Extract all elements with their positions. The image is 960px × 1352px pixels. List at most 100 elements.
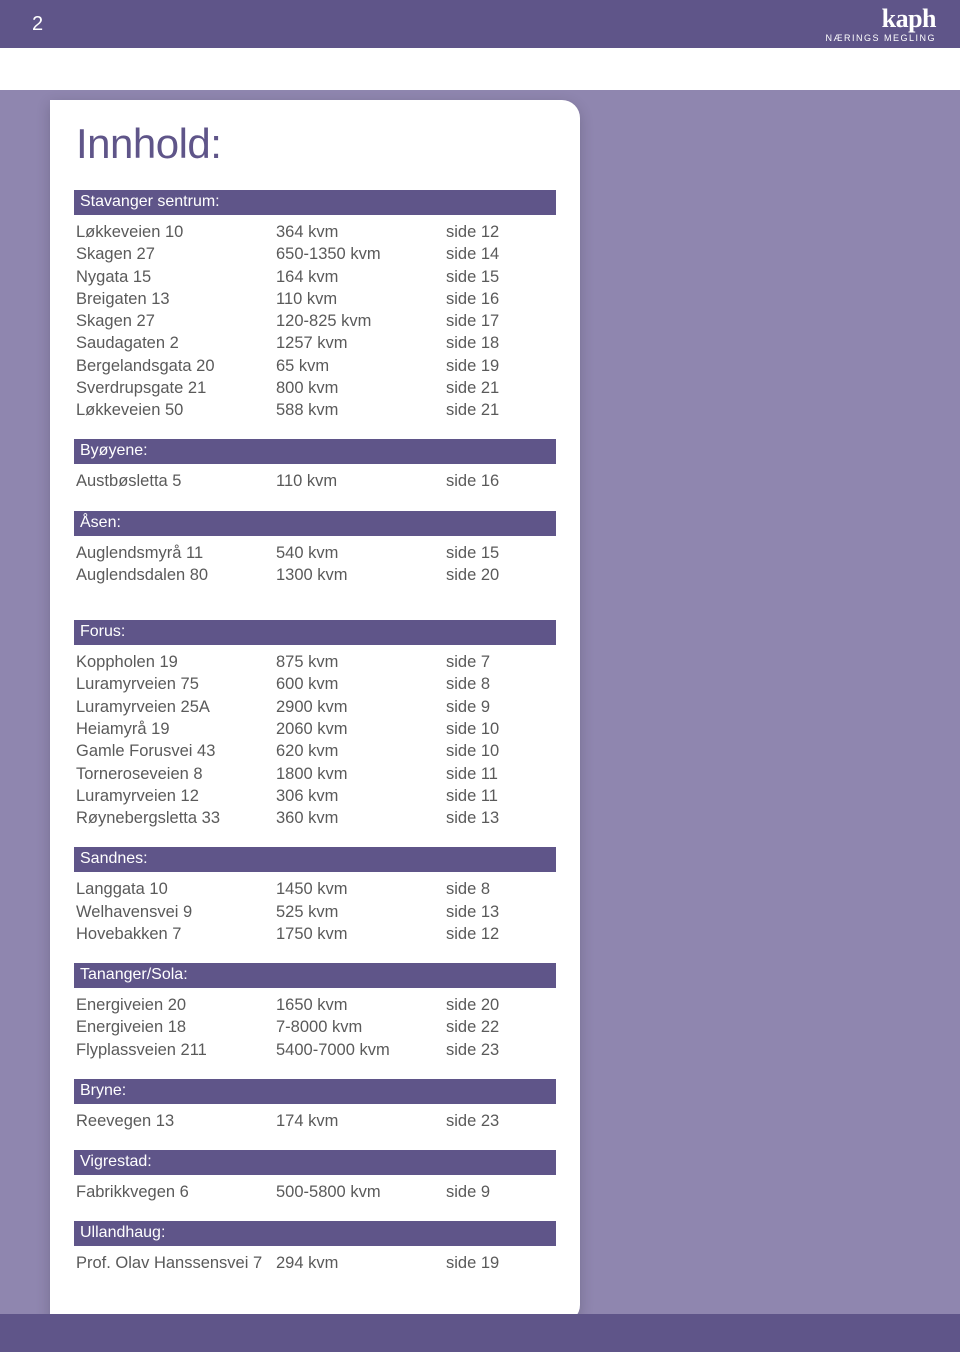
- table-row: Flyplassveien 2115400-7000 kvmside 23: [76, 1039, 556, 1061]
- section-table: Fabrikkvegen 6500-5800 kvmside 9: [76, 1181, 556, 1203]
- property-size: 306 kvm: [276, 785, 446, 807]
- property-page: side 15: [446, 266, 556, 288]
- property-size: 364 kvm: [276, 221, 446, 243]
- table-row: Skagen 27650-1350 kvmside 14: [76, 243, 556, 265]
- property-page: side 17: [446, 310, 556, 332]
- section-header: Byøyene:: [74, 439, 556, 464]
- property-name: Luramyrveien 12: [76, 785, 276, 807]
- table-row: Energiveien 187-8000 kvmside 22: [76, 1016, 556, 1038]
- property-size: 875 kvm: [276, 651, 446, 673]
- property-size: 2060 kvm: [276, 718, 446, 740]
- property-name: Løkkeveien 50: [76, 399, 276, 421]
- property-name: Skagen 27: [76, 243, 276, 265]
- property-name: Heiamyrå 19: [76, 718, 276, 740]
- property-size: 525 kvm: [276, 901, 446, 923]
- table-row: Breigaten 13110 kvmside 16: [76, 288, 556, 310]
- property-name: Auglendsdalen 80: [76, 564, 276, 586]
- section-table: Energiveien 201650 kvmside 20Energiveien…: [76, 994, 556, 1061]
- property-name: Torneroseveien 8: [76, 763, 276, 785]
- property-size: 1650 kvm: [276, 994, 446, 1016]
- section-table: Koppholen 19875 kvmside 7Luramyrveien 75…: [76, 651, 556, 829]
- table-row: Skagen 27120-825 kvmside 17: [76, 310, 556, 332]
- property-name: Luramyrveien 25A: [76, 696, 276, 718]
- property-name: Energiveien 18: [76, 1016, 276, 1038]
- property-size: 620 kvm: [276, 740, 446, 762]
- property-name: Langgata 10: [76, 878, 276, 900]
- property-page: side 19: [446, 355, 556, 377]
- property-name: Energiveien 20: [76, 994, 276, 1016]
- property-size: 588 kvm: [276, 399, 446, 421]
- table-row: Sverdrupsgate 21800 kvmside 21: [76, 377, 556, 399]
- property-name: Welhavensvei 9: [76, 901, 276, 923]
- property-size: 650-1350 kvm: [276, 243, 446, 265]
- table-row: Saudagaten 21257 kvmside 18: [76, 332, 556, 354]
- table-row: Langgata 101450 kvmside 8: [76, 878, 556, 900]
- property-size: 2900 kvm: [276, 696, 446, 718]
- section-table: Auglendsmyrå 11540 kvmside 15Auglendsdal…: [76, 542, 556, 587]
- page: 2 kaph NÆRINGS MEGLING Innhold: Stavange…: [0, 0, 960, 1352]
- page-title: Innhold:: [76, 120, 556, 168]
- property-name: Hovebakken 7: [76, 923, 276, 945]
- property-name: Røynebergsletta 33: [76, 807, 276, 829]
- property-size: 1300 kvm: [276, 564, 446, 586]
- table-row: Energiveien 201650 kvmside 20: [76, 994, 556, 1016]
- property-size: 174 kvm: [276, 1110, 446, 1132]
- property-page: side 20: [446, 564, 556, 586]
- property-page: side 8: [446, 878, 556, 900]
- property-name: Løkkeveien 10: [76, 221, 276, 243]
- property-page: side 21: [446, 399, 556, 421]
- section-header: Bryne:: [74, 1079, 556, 1104]
- property-name: Nygata 15: [76, 266, 276, 288]
- property-size: 1800 kvm: [276, 763, 446, 785]
- sections-container: Stavanger sentrum:Løkkeveien 10364 kvmsi…: [74, 190, 556, 1275]
- brand-tagline: NÆRINGS MEGLING: [825, 34, 936, 43]
- table-row: Auglendsmyrå 11540 kvmside 15: [76, 542, 556, 564]
- property-page: side 12: [446, 923, 556, 945]
- table-row: Nygata 15164 kvmside 15: [76, 266, 556, 288]
- property-size: 110 kvm: [276, 470, 446, 492]
- property-page: side 23: [446, 1039, 556, 1061]
- property-name: Reevegen 13: [76, 1110, 276, 1132]
- property-page: side 22: [446, 1016, 556, 1038]
- table-row: Luramyrveien 25A2900 kvmside 9: [76, 696, 556, 718]
- property-name: Fabrikkvegen 6: [76, 1181, 276, 1203]
- property-name: Breigaten 13: [76, 288, 276, 310]
- property-page: side 11: [446, 763, 556, 785]
- property-name: Koppholen 19: [76, 651, 276, 673]
- property-name: Auglendsmyrå 11: [76, 542, 276, 564]
- property-page: side 14: [446, 243, 556, 265]
- property-name: Sverdrupsgate 21: [76, 377, 276, 399]
- top-bar: 2 kaph NÆRINGS MEGLING: [0, 0, 960, 48]
- table-row: Austbøsletta 5110 kvmside 16: [76, 470, 556, 492]
- property-name: Skagen 27: [76, 310, 276, 332]
- property-name: Saudagaten 2: [76, 332, 276, 354]
- property-size: 65 kvm: [276, 355, 446, 377]
- table-row: Hovebakken 71750 kvmside 12: [76, 923, 556, 945]
- table-row: Torneroseveien 81800 kvmside 11: [76, 763, 556, 785]
- property-size: 294 kvm: [276, 1252, 446, 1274]
- property-page: side 10: [446, 740, 556, 762]
- content-card: Innhold: Stavanger sentrum: Løkkeveien 10…: [50, 100, 580, 1323]
- property-size: 360 kvm: [276, 807, 446, 829]
- property-page: side 16: [446, 470, 556, 492]
- property-page: side 13: [446, 901, 556, 923]
- section-table: Reevegen 13174 kvmside 23: [76, 1110, 556, 1132]
- property-page: side 23: [446, 1110, 556, 1132]
- property-page: side 13: [446, 807, 556, 829]
- property-name: Bergelandsgata 20: [76, 355, 276, 377]
- section-header: Stavanger sentrum:: [74, 190, 556, 215]
- table-row: Løkkeveien 10364 kvmside 12: [76, 221, 556, 243]
- property-size: 1450 kvm: [276, 878, 446, 900]
- property-page: side 15: [446, 542, 556, 564]
- table-row: Røynebergsletta 33360 kvmside 13: [76, 807, 556, 829]
- footer-bar: [0, 1314, 960, 1352]
- section-table: Prof. Olav Hanssensvei 7294 kvmside 19: [76, 1252, 556, 1274]
- brand-logo-text: kaph: [882, 4, 936, 33]
- property-size: 800 kvm: [276, 377, 446, 399]
- table-row: Heiamyrå 192060 kvmside 10: [76, 718, 556, 740]
- table-row: Welhavensvei 9525 kvmside 13: [76, 901, 556, 923]
- section-header: Vigrestad:: [74, 1150, 556, 1175]
- table-row: Auglendsdalen 801300 kvmside 20: [76, 564, 556, 586]
- property-name: Prof. Olav Hanssensvei 7: [76, 1252, 276, 1274]
- section-header: Forus:: [74, 620, 556, 645]
